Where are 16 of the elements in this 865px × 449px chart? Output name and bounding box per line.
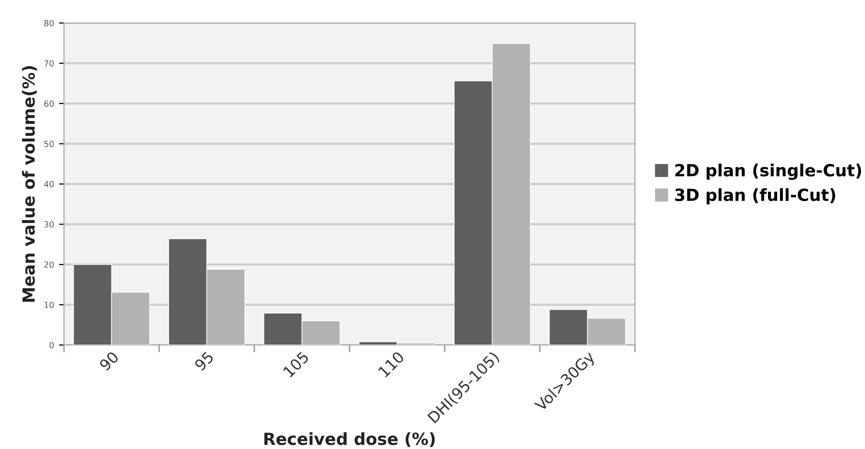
y-tick-label: 50 <box>44 140 54 148</box>
y-tick-label: 30 <box>44 221 54 228</box>
y-tick-label: 20 <box>44 261 54 268</box>
legend-label: 2D plan (single-Cut) <box>675 164 862 180</box>
y-tick-label: 0 <box>50 342 54 348</box>
y-tick-label: 60 <box>44 100 54 107</box>
y-tick-label: 70 <box>44 60 54 67</box>
legend-label: 3D plan (full-Cut) <box>675 188 836 204</box>
x-tick-label: 95 <box>194 350 214 372</box>
y-tick-label: 10 <box>44 302 54 308</box>
x-axis-title: Received dose (%) <box>264 432 435 448</box>
y-axis-title: Mean value of volume(%) <box>22 66 37 302</box>
x-tick-label: 110 <box>378 350 405 378</box>
y-tick-label: 80 <box>44 20 54 26</box>
x-tick-label: 90 <box>98 350 120 372</box>
y-tick-label: 40 <box>44 180 54 188</box>
